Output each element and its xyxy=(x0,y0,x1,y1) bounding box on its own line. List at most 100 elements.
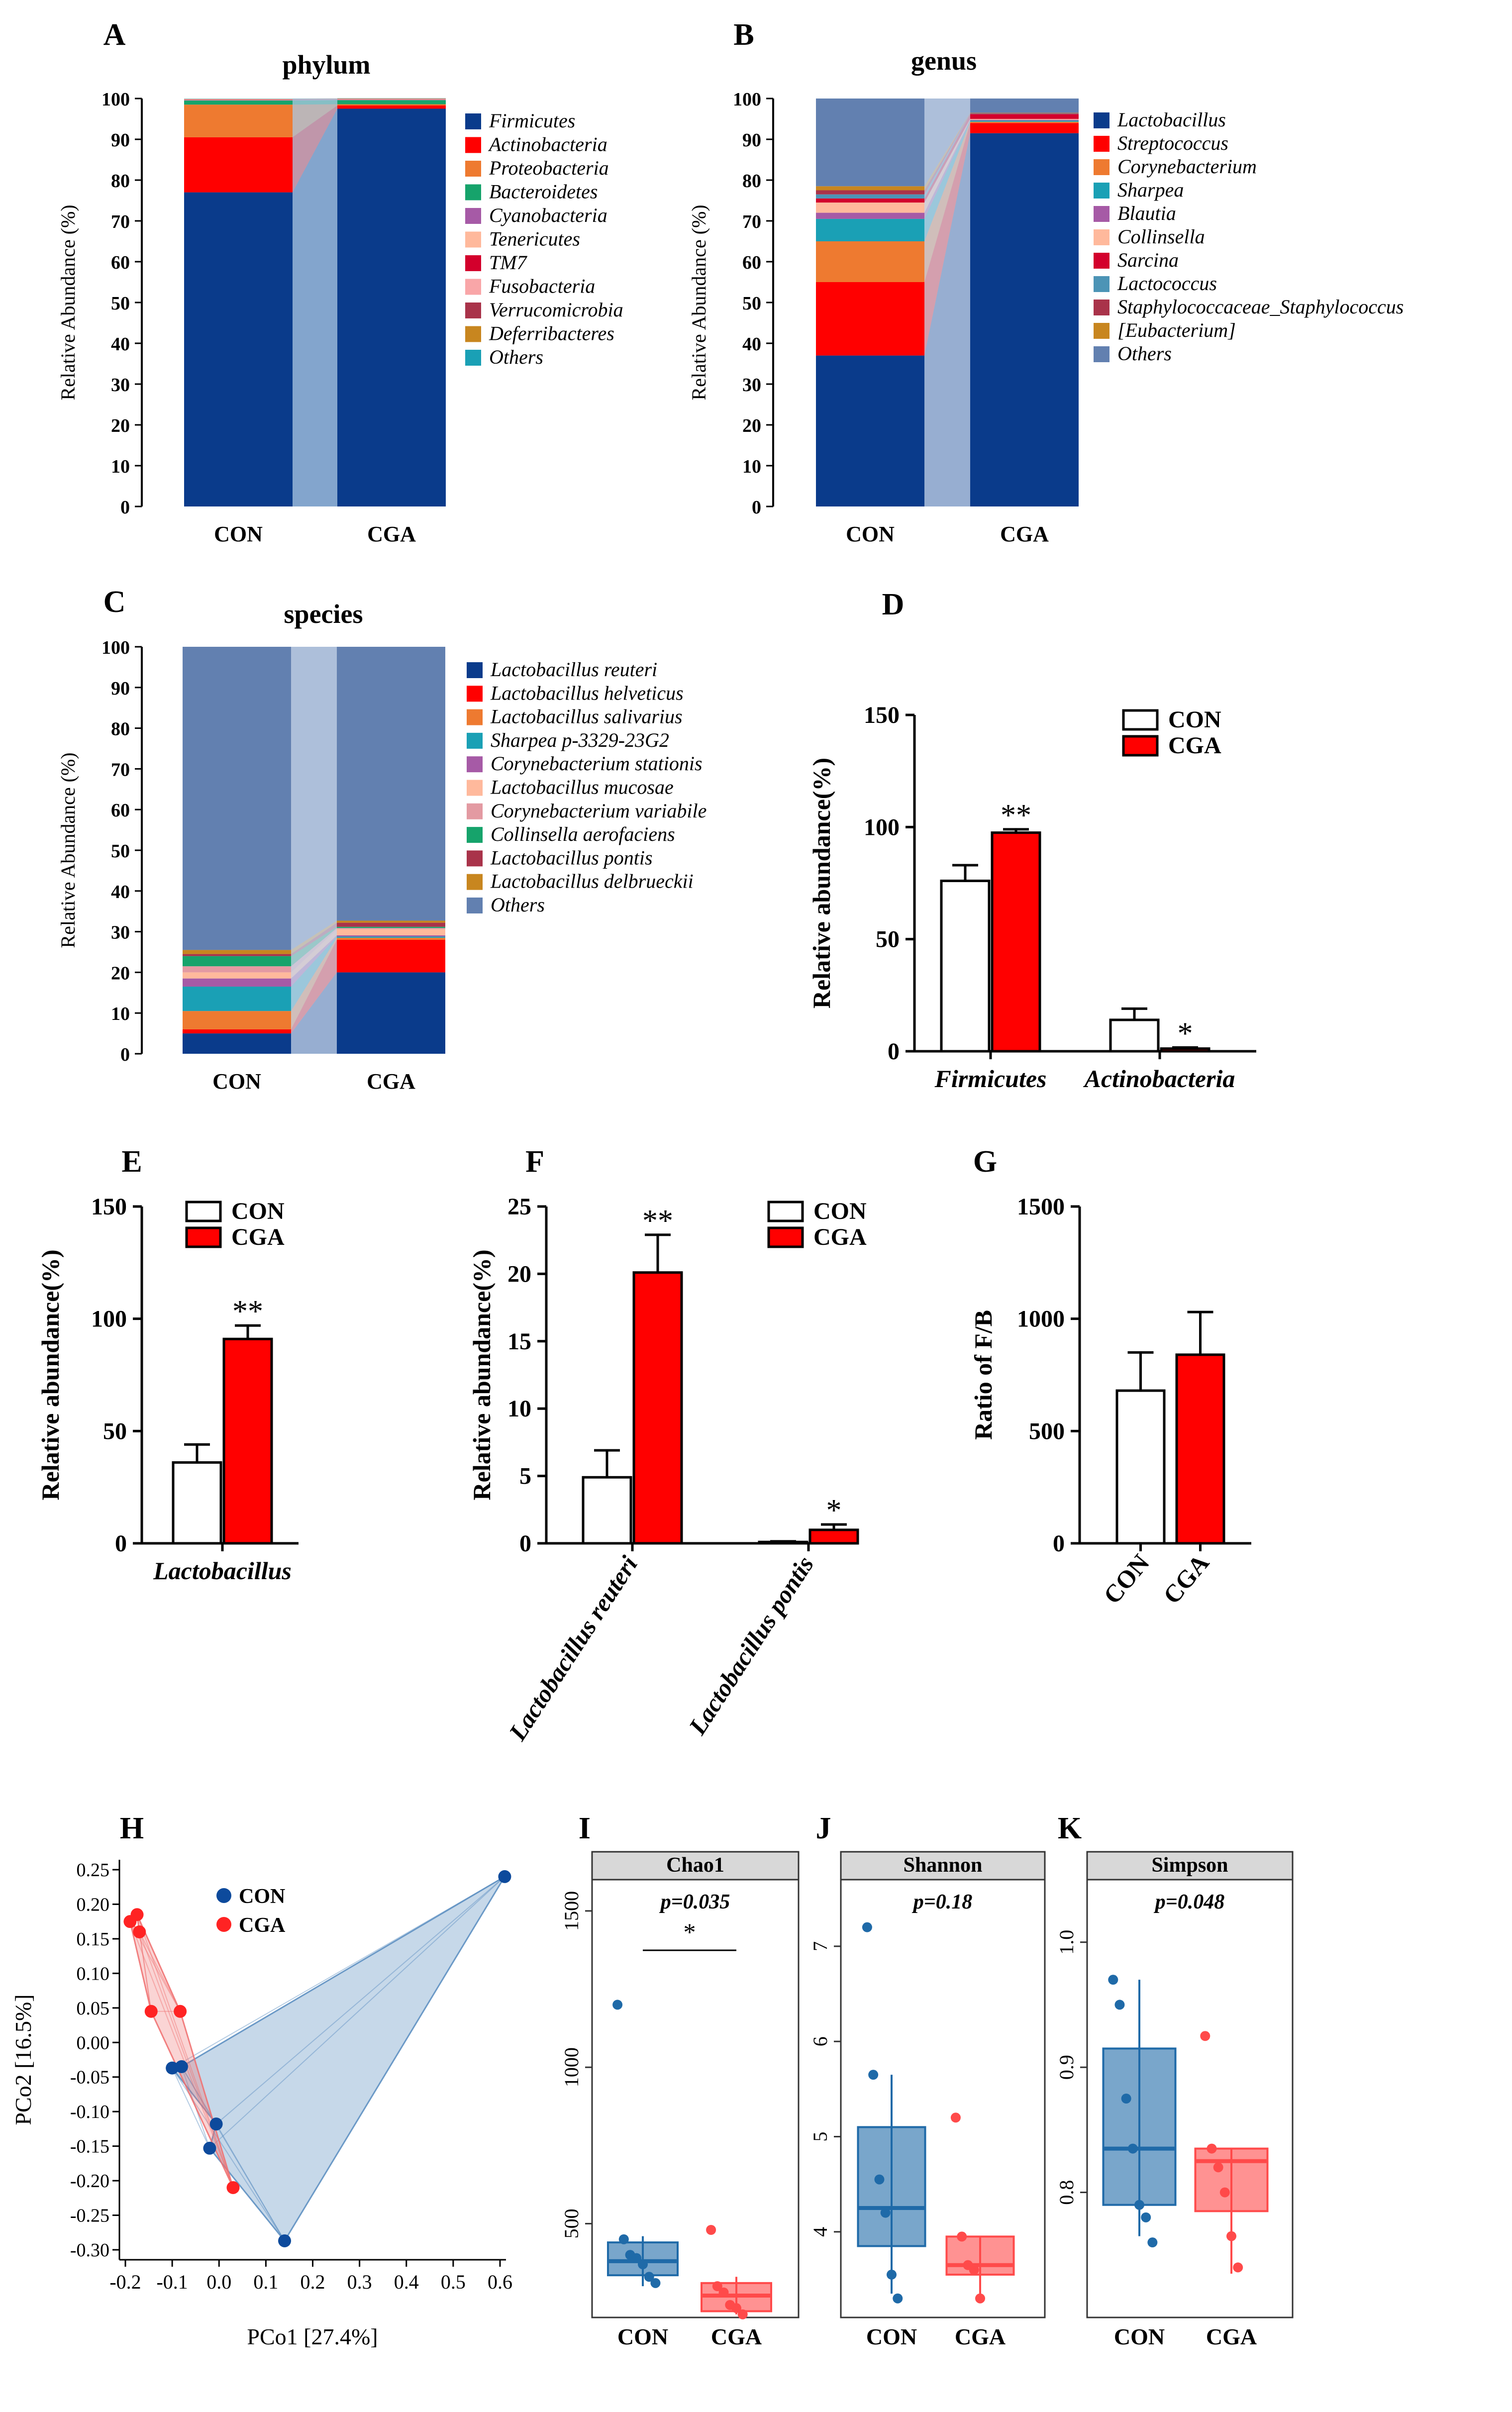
bar-segment-Lactobacillus helveticus xyxy=(183,1029,291,1033)
x-tick-label: CON xyxy=(1098,1549,1155,1609)
y-tick-label: -0.10 xyxy=(70,2102,109,2122)
y-tick-label: 1500 xyxy=(1017,1194,1065,1220)
legend-label: Actinobacteria xyxy=(488,133,607,156)
y-tick-label: 10 xyxy=(507,1396,531,1422)
point-CON xyxy=(650,2278,660,2288)
panel-label-a: A xyxy=(103,18,126,52)
panel-label-j: J xyxy=(816,1811,831,1845)
y-tick-label: 80 xyxy=(742,171,761,192)
y-tick-label: 0 xyxy=(519,1530,531,1557)
y-tick-label: 20 xyxy=(507,1261,531,1287)
point-CON xyxy=(278,2234,291,2247)
x-tick-label: Firmicutes xyxy=(934,1065,1046,1093)
legend-label: CON xyxy=(231,1198,285,1224)
point-CON xyxy=(1141,2212,1151,2222)
y-tick-label: 80 xyxy=(111,171,130,192)
y-tick-label: 100 xyxy=(864,814,900,840)
x-tick-label: CGA xyxy=(1000,522,1049,546)
y-tick-label: 0 xyxy=(1053,1530,1065,1557)
legend-swatch xyxy=(465,326,481,342)
significance-marker: ** xyxy=(642,1204,673,1238)
box-CON xyxy=(858,2127,925,2246)
x-tick-label: Lactobacillus pontis xyxy=(683,1551,819,1740)
significance-marker: * xyxy=(684,1918,696,1946)
bar-segment-Streptococcus xyxy=(970,123,1079,133)
legend-swatch xyxy=(1094,112,1109,128)
point-CGA xyxy=(133,1925,146,1938)
point-CGA xyxy=(1220,2188,1230,2198)
y-axis-label: Relative abundance(%) xyxy=(468,1249,496,1500)
point-CON xyxy=(1134,2200,1144,2210)
point-CGA xyxy=(1213,2162,1223,2172)
y-tick-label: 50 xyxy=(742,293,761,314)
bar-segment-Lactobacillus xyxy=(816,356,924,506)
x-tick-label: CGA xyxy=(367,522,416,546)
legend-label: Corynebacterium stationis xyxy=(491,752,703,775)
bar-segment-Streptococcus xyxy=(816,282,924,356)
y-tick-label: 1.0 xyxy=(1055,1930,1078,1955)
bar-segment-Staphylococcaceae_Staphylococcus xyxy=(970,113,1079,114)
y-tick-label: 0.00 xyxy=(77,2032,110,2053)
y-tick-label: 0 xyxy=(115,1530,127,1557)
legend-label: Blautia xyxy=(1117,202,1176,224)
legend-label: Lactobacillus delbrueckii xyxy=(490,870,694,893)
y-tick-label: 7 xyxy=(809,1941,831,1951)
legend-swatch xyxy=(467,686,483,702)
legend-swatch xyxy=(467,850,483,866)
y-tick-label: 90 xyxy=(111,678,130,699)
point-CON xyxy=(893,2294,903,2304)
legend-swatch xyxy=(1094,159,1109,175)
x-tick-label: 0.1 xyxy=(253,2271,278,2293)
x-tick-label: CON xyxy=(1114,2324,1165,2349)
bar-segment-Blautia xyxy=(970,120,1079,121)
legend-swatch xyxy=(465,137,481,153)
bar-segment-Lactobacillus pontis xyxy=(337,923,445,927)
legend-label: CON xyxy=(813,1198,867,1224)
bar-segment-Blautia xyxy=(816,213,924,219)
legend-swatch xyxy=(1094,136,1109,152)
y-tick-label: 80 xyxy=(111,719,130,740)
legend-label: Lactobacillus salivarius xyxy=(490,705,683,728)
y-tick-label: 0.25 xyxy=(77,1860,110,1881)
bar-segment-Corynebacterium stationis xyxy=(183,979,291,987)
y-tick-label: 0.9 xyxy=(1055,2055,1078,2080)
legend-label: CGA xyxy=(239,1914,286,1937)
y-tick-label: 1000 xyxy=(1017,1306,1065,1332)
legend-swatch xyxy=(1094,346,1109,362)
legend-label: Others xyxy=(489,346,543,368)
y-tick-label: 4 xyxy=(809,2227,831,2237)
y-tick-label: 100 xyxy=(91,1306,127,1332)
bar-segment-Corynebacterium xyxy=(970,122,1079,123)
panel-label-d: D xyxy=(882,588,905,621)
y-tick-label: 50 xyxy=(111,293,130,314)
chart-title: genus xyxy=(911,46,977,76)
legend-label: Others xyxy=(1117,342,1172,365)
bar-segment-Collinsella xyxy=(816,202,924,213)
point-CGA xyxy=(145,2005,158,2018)
bar-segment-Lactococcus xyxy=(816,195,924,199)
bar-segment-Firmicutes xyxy=(337,109,446,507)
legend-label: Lactobacillus helveticus xyxy=(490,682,684,704)
y-tick-label: 100 xyxy=(733,89,761,110)
bar-segment-Others xyxy=(337,647,445,921)
bar-segment-Lactobacillus pontis xyxy=(183,954,291,956)
box-CGA xyxy=(947,2236,1014,2275)
panel-label-e: E xyxy=(121,1145,142,1179)
legend-label: Deferribacteres xyxy=(489,322,614,345)
legend-swatch xyxy=(187,1228,220,1247)
legend-label: Streptococcus xyxy=(1117,132,1228,154)
y-tick-label: 0 xyxy=(120,1044,130,1065)
legend-swatch xyxy=(467,733,483,749)
legend-swatch xyxy=(187,1202,220,1221)
legend-swatch xyxy=(467,709,483,725)
significance-marker: * xyxy=(1178,1016,1193,1050)
bar-segment-Sharpea p-3329-23G2 xyxy=(183,987,291,1011)
bar-segment-Corynebacterium variabile xyxy=(183,966,291,972)
y-tick-label: 40 xyxy=(111,882,130,903)
y-tick-label: 5 xyxy=(519,1463,531,1490)
